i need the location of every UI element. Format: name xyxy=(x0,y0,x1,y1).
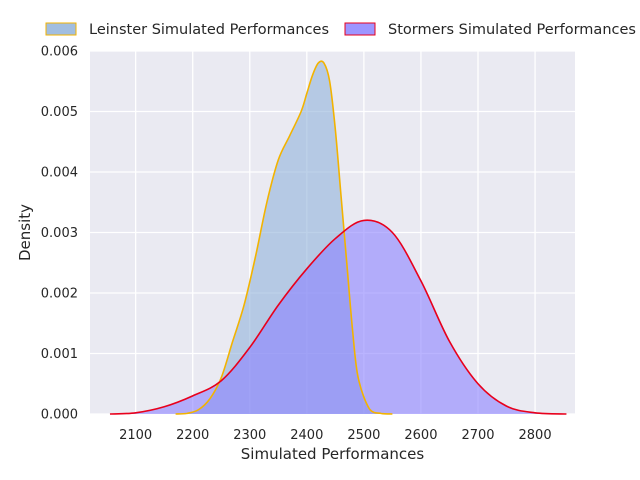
x-tick-label: 2800 xyxy=(519,428,552,443)
series-line-1 xyxy=(175,60,393,415)
legend-swatch xyxy=(45,22,77,36)
y-tick-label: 0.002 xyxy=(41,287,78,302)
legend-item-1: Leinster Simulated Performances xyxy=(45,22,329,38)
x-tick-label: 2300 xyxy=(233,428,266,443)
legend-label: Leinster Simulated Performances xyxy=(89,22,329,38)
y-axis-ticks: 0.000 0.001 0.002 0.003 0.004 0.005 0.006 xyxy=(41,45,78,423)
x-tick-label: 2200 xyxy=(176,428,209,443)
legend-label: Stormers Simulated Performances xyxy=(388,22,636,38)
y-tick-label: 0.000 xyxy=(41,408,78,423)
y-tick-label: 0.006 xyxy=(41,45,78,60)
y-tick-label: 0.004 xyxy=(41,166,78,181)
x-tick-label: 2600 xyxy=(404,428,437,443)
series-line-2 xyxy=(109,219,567,415)
x-axis-ticks: 2100 2200 2300 2400 2500 2600 2700 2800 xyxy=(119,428,552,443)
legend-item-2: Stormers Simulated Performances xyxy=(344,22,636,38)
y-tick-label: 0.001 xyxy=(41,347,78,362)
x-tick-label: 2500 xyxy=(347,428,380,443)
y-tick-label: 0.003 xyxy=(41,226,78,241)
x-axis-label: Simulated Performances xyxy=(241,445,425,463)
series-layer xyxy=(109,60,567,415)
x-tick-label: 2100 xyxy=(119,428,152,443)
legend-swatch xyxy=(344,22,376,36)
y-axis-label: Density xyxy=(16,204,34,261)
x-tick-label: 2400 xyxy=(290,428,323,443)
legend: Leinster Simulated Performances Stormers … xyxy=(45,22,636,38)
series-area-2 xyxy=(109,220,567,414)
y-tick-label: 0.005 xyxy=(41,105,78,120)
x-tick-label: 2700 xyxy=(461,428,494,443)
